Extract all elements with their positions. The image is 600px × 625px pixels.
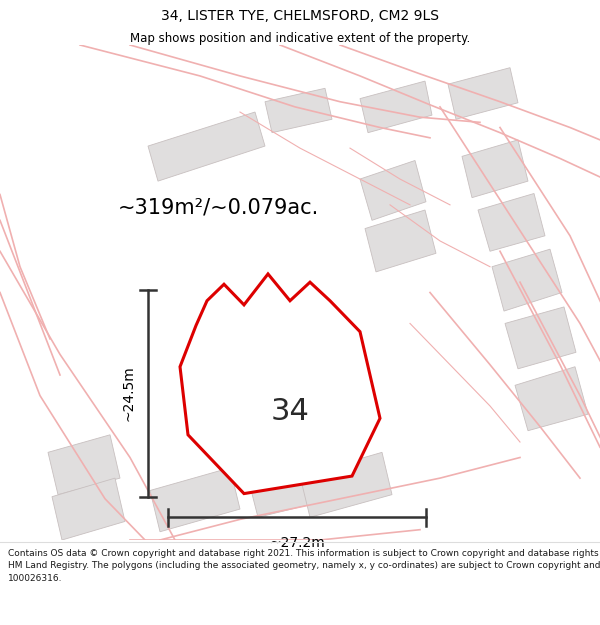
Polygon shape	[365, 210, 436, 272]
Polygon shape	[48, 435, 120, 494]
Polygon shape	[150, 468, 240, 532]
Text: 34: 34	[271, 397, 310, 426]
Text: 34, LISTER TYE, CHELMSFORD, CM2 9LS: 34, LISTER TYE, CHELMSFORD, CM2 9LS	[161, 9, 439, 23]
Polygon shape	[52, 478, 125, 540]
Polygon shape	[360, 81, 432, 132]
Polygon shape	[248, 458, 342, 518]
Text: Contains OS data © Crown copyright and database right 2021. This information is : Contains OS data © Crown copyright and d…	[8, 549, 600, 583]
Polygon shape	[448, 68, 518, 119]
Polygon shape	[300, 452, 392, 518]
Polygon shape	[505, 307, 576, 369]
Polygon shape	[515, 367, 588, 431]
Polygon shape	[492, 249, 562, 311]
Polygon shape	[265, 88, 332, 132]
Text: ~27.2m: ~27.2m	[269, 536, 325, 550]
Polygon shape	[232, 411, 325, 470]
Polygon shape	[148, 112, 265, 181]
Text: ~319m²/~0.079ac.: ~319m²/~0.079ac.	[118, 198, 319, 217]
Text: ~24.5m: ~24.5m	[122, 366, 136, 421]
Polygon shape	[478, 194, 545, 251]
Text: Map shows position and indicative extent of the property.: Map shows position and indicative extent…	[130, 32, 470, 46]
Polygon shape	[180, 274, 380, 494]
Polygon shape	[360, 161, 426, 220]
Polygon shape	[462, 140, 528, 198]
